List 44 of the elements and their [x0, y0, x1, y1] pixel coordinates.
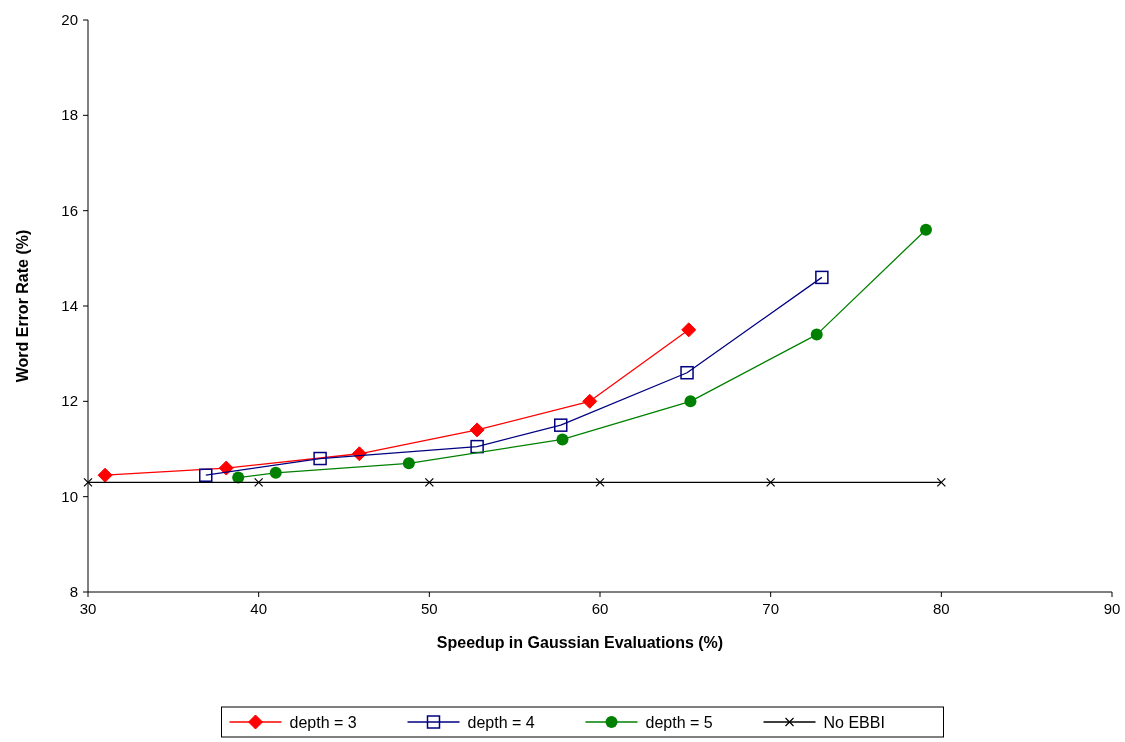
point	[681, 322, 697, 338]
point	[680, 365, 694, 380]
x-tick-label: 90	[1103, 600, 1121, 617]
y-tick-label: 10	[61, 487, 78, 505]
point	[97, 467, 113, 483]
legend-label: depth = 5	[645, 714, 713, 731]
y-axis-title: Word Error Rate (%)	[14, 229, 31, 383]
x-tick-label: 40	[250, 600, 268, 617]
point	[470, 439, 484, 454]
point	[554, 418, 568, 432]
point	[595, 477, 605, 487]
point	[269, 466, 282, 479]
legend-label: No EBBI	[823, 714, 885, 731]
point	[810, 328, 823, 341]
point	[254, 477, 264, 487]
point	[218, 460, 234, 476]
point	[232, 471, 245, 484]
x-tick-label: 50	[420, 600, 438, 617]
point	[313, 451, 327, 466]
x-tick-label: 30	[79, 600, 97, 617]
point	[919, 223, 932, 236]
point	[815, 270, 829, 285]
y-tick-label: 12	[61, 392, 78, 410]
x-axis-title: Speedup in Gaussian Evaluations (%)	[436, 634, 724, 651]
y-tick-label: 20	[61, 11, 78, 28]
point	[469, 422, 485, 438]
point	[684, 395, 697, 408]
legend-label: depth = 4	[467, 714, 535, 731]
point	[424, 477, 434, 487]
point	[582, 393, 598, 409]
y-tick-label: 16	[61, 201, 78, 219]
y-tick-label: 18	[61, 106, 78, 124]
point	[556, 433, 569, 446]
legend-label: depth = 3	[289, 714, 357, 731]
x-tick-label: 70	[762, 600, 780, 617]
point	[199, 468, 213, 482]
point	[936, 477, 946, 487]
x-tick-label: 80	[932, 600, 950, 617]
y-tick-label: 8	[69, 583, 78, 600]
point	[83, 477, 93, 487]
point	[402, 457, 415, 470]
point	[766, 477, 776, 487]
x-tick-label: 60	[591, 600, 609, 617]
y-tick-label: 14	[61, 297, 78, 314]
